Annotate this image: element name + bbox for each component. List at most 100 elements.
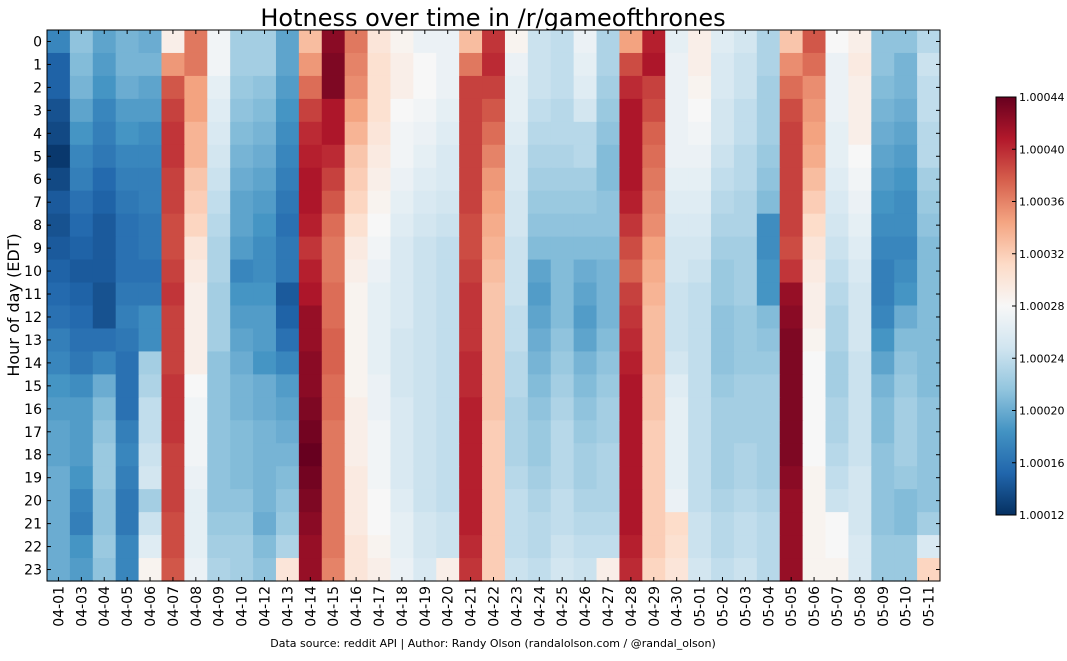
heatmap-cell [115,420,140,444]
x-tick-label: 04-10 [235,586,251,627]
heatmap-cell [321,535,346,559]
heatmap-cell [596,328,621,353]
heatmap-cell [413,75,437,100]
heatmap-cell [436,190,460,215]
heatmap-cell [161,397,185,421]
heatmap-cell [69,121,94,146]
heatmap-cell [848,52,872,77]
heatmap-cell [642,75,666,100]
heatmap-cell [665,374,689,398]
heatmap-cell [482,259,506,284]
heatmap-cell [688,167,712,192]
heatmap-cell [573,259,598,284]
heatmap-cell [413,466,437,490]
heatmap-cell [161,374,185,398]
heatmap-cell [619,75,643,100]
heatmap-cell [115,190,140,215]
heatmap-cell [69,305,94,330]
heatmap-cell [711,328,735,353]
heatmap-cell [275,121,300,146]
heatmap-cell [779,75,804,100]
heatmap-cell [413,328,437,353]
heatmap-cell [550,443,575,467]
heatmap-cell [298,30,323,54]
heatmap-cell [321,397,346,421]
heatmap-cell [573,98,598,123]
heatmap-cell [459,213,483,238]
heatmap-cell [459,305,483,330]
heatmap-cell [665,167,689,192]
heatmap-cell [482,144,506,169]
heatmap-cell [115,98,140,123]
heatmap-cell [596,98,621,123]
heatmap-cell [47,420,71,444]
heatmap-cell [550,52,575,77]
heatmap-cell [344,167,369,192]
heatmap-cell [756,466,781,490]
heatmap-cell [275,213,300,238]
heatmap-cell [894,351,918,375]
heatmap-cell [848,30,872,54]
heatmap-cell [115,558,140,582]
heatmap-cell [917,167,941,192]
heatmap-cell [436,75,460,100]
heatmap-cell [436,535,460,559]
heatmap-cell [848,213,872,238]
heatmap-cell [779,512,804,536]
heatmap-cell [459,75,483,100]
heatmap-cell [779,466,804,490]
heatmap-cell [459,420,483,444]
heatmap-cell [92,397,117,421]
heatmap-cell [390,466,414,490]
heatmap-cell [527,52,552,77]
heatmap-cell [665,75,689,100]
heatmap-cell [138,121,163,146]
heatmap-cell [665,30,689,54]
heatmap-cell [115,167,140,192]
heatmap-cell [573,351,598,375]
y-tick-label: 20 [24,494,42,510]
heatmap-cell [275,282,300,307]
heatmap-cell [756,167,781,192]
heatmap-cell [161,213,185,238]
heatmap-cell [642,558,666,582]
y-tick-label: 6 [33,172,42,188]
heatmap-cell [138,512,163,536]
heatmap-cell [894,328,918,353]
heatmap-cell [161,121,185,146]
heatmap-cell [115,328,140,353]
heatmap-cell [756,52,781,77]
heatmap-cell [665,466,689,490]
heatmap-cell [92,489,117,513]
heatmap-cell [550,535,575,559]
heatmap-cell [619,144,643,169]
heatmap-cell [756,98,781,123]
heatmap-cell [184,52,208,77]
heatmap-cell [298,535,323,559]
heatmap-cell [825,282,850,307]
heatmap-cell [184,535,208,559]
heatmap-cell [871,558,895,582]
heatmap-cell [894,213,918,238]
heatmap-cell [115,236,140,261]
heatmap-cell [756,259,781,284]
heatmap-cell [92,420,117,444]
heatmap-cell [436,328,460,353]
heatmap-cell [459,489,483,513]
heatmap-cell [527,121,552,146]
heatmap-cell [69,466,94,490]
heatmap-cell [390,420,414,444]
heatmap-cell [825,305,850,330]
heatmap-cell [504,52,529,77]
heatmap-cell [69,144,94,169]
heatmap-cell [688,30,712,54]
heatmap-cell [230,558,254,582]
heatmap-cell [207,98,231,123]
heatmap-cell [413,259,437,284]
heatmap-cell [161,558,185,582]
heatmap-cell [253,420,277,444]
heatmap-cell [642,512,666,536]
heatmap-cell [756,328,781,353]
heatmap-cell [871,98,895,123]
colorbar-tick-label: 1.00028 [1019,300,1065,313]
